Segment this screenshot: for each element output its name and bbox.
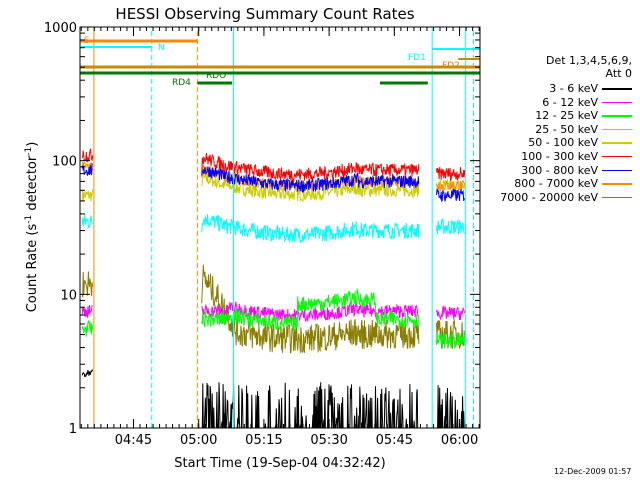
legend: Det 1,3,4,5,6,9, Att 0 3 - 6 keV 6 - 12 k… bbox=[478, 54, 636, 204]
series-line bbox=[201, 213, 420, 243]
chart-title: HESSI Observing Summary Count Rates bbox=[115, 5, 414, 23]
y-axis-label: Count Rate (s-1 detector-1) bbox=[24, 142, 40, 313]
legend-item: 12 - 25 keV bbox=[478, 109, 636, 123]
series-8007000kev bbox=[81, 161, 465, 193]
legend-item: 50 - 100 keV bbox=[478, 136, 636, 150]
legend-swatch bbox=[602, 155, 632, 158]
series-line bbox=[436, 166, 466, 182]
series-1225kev bbox=[81, 287, 466, 349]
series-line bbox=[436, 188, 466, 203]
series-line bbox=[436, 180, 465, 193]
flag-label: RD4 bbox=[172, 78, 191, 88]
legend-item: 25 - 50 keV bbox=[478, 123, 636, 137]
x-tick-label: 05:30 bbox=[310, 433, 347, 448]
legend-label: 300 - 800 keV bbox=[521, 163, 598, 177]
series-line bbox=[201, 264, 420, 354]
legend-label: 50 - 100 keV bbox=[528, 136, 598, 150]
series-line bbox=[81, 271, 94, 298]
y-tick-label: 1 bbox=[69, 422, 77, 437]
series-2550kev bbox=[81, 213, 465, 243]
series-612kev bbox=[81, 301, 466, 322]
legend-swatch bbox=[602, 169, 632, 172]
legend-item: 100 - 300 keV bbox=[478, 150, 636, 164]
flag-label: FD1 bbox=[408, 53, 426, 63]
series-line bbox=[81, 368, 94, 378]
y-tick-label: 10 bbox=[60, 288, 77, 303]
legend-label: 7000 - 20000 keV bbox=[500, 190, 598, 204]
legend-swatch bbox=[602, 142, 632, 144]
legend-label: 6 - 12 keV bbox=[542, 95, 598, 109]
x-tick-label: 05:45 bbox=[376, 433, 413, 448]
series-line bbox=[81, 189, 94, 203]
series-line bbox=[436, 330, 466, 349]
flag-label: FD2 bbox=[442, 61, 460, 71]
series-line bbox=[81, 162, 94, 176]
x-tick-label: 05:00 bbox=[180, 433, 217, 448]
legend-label: 800 - 7000 keV bbox=[514, 177, 598, 191]
series-line bbox=[436, 305, 466, 320]
legend-label: 3 - 6 keV bbox=[549, 82, 598, 95]
legend-item: 7000 - 20000 keV bbox=[478, 191, 636, 205]
flag-label: RDO bbox=[206, 71, 226, 81]
series-line bbox=[201, 152, 420, 183]
legend-swatch bbox=[602, 128, 632, 131]
series-line bbox=[201, 287, 420, 332]
series-line bbox=[436, 217, 465, 235]
legend-swatch bbox=[602, 101, 632, 104]
timestamp: 12-Dec-2009 01:57 bbox=[554, 467, 632, 476]
legend-item: 300 - 800 keV bbox=[478, 164, 636, 178]
legend-swatch bbox=[602, 196, 632, 199]
legend-label: 25 - 50 keV bbox=[535, 122, 598, 136]
legend-swatch bbox=[602, 183, 632, 185]
series-100300kev bbox=[81, 148, 466, 183]
series-line bbox=[81, 304, 93, 318]
legend-item: 6 - 12 keV bbox=[478, 96, 636, 110]
legend-item: 800 - 7000 keV bbox=[478, 177, 636, 191]
legend-header-2: Att 0 bbox=[605, 67, 632, 80]
legend-label: 100 - 300 keV bbox=[521, 149, 598, 163]
flag-label: N bbox=[158, 43, 165, 53]
legend-swatch bbox=[602, 115, 632, 117]
series-line bbox=[436, 385, 465, 429]
legend-label: 12 - 25 keV bbox=[535, 109, 598, 123]
plot-frame bbox=[79, 26, 481, 429]
y-tick-label: 100 bbox=[52, 155, 77, 170]
legend-header-1: Det 1,3,4,5,6,9, bbox=[545, 54, 632, 67]
x-axis-label: Start Time (19-Sep-04 04:32:42) bbox=[174, 456, 385, 471]
series-line bbox=[81, 319, 94, 337]
series-line bbox=[201, 382, 419, 429]
series-line bbox=[201, 301, 420, 322]
legend-item: 3 - 6 keV bbox=[478, 82, 636, 96]
x-tick-label: 05:15 bbox=[245, 433, 282, 448]
x-tick-label: 04:45 bbox=[115, 433, 152, 448]
series-line bbox=[201, 172, 420, 203]
y-tick-label: 1000 bbox=[44, 21, 77, 36]
series-line bbox=[81, 161, 94, 171]
flag-label: S bbox=[84, 36, 90, 46]
series-line bbox=[81, 148, 94, 163]
series-line bbox=[81, 214, 94, 229]
series-36kev bbox=[81, 368, 465, 429]
x-tick-label: 06:00 bbox=[441, 433, 478, 448]
legend-swatch bbox=[602, 88, 632, 90]
